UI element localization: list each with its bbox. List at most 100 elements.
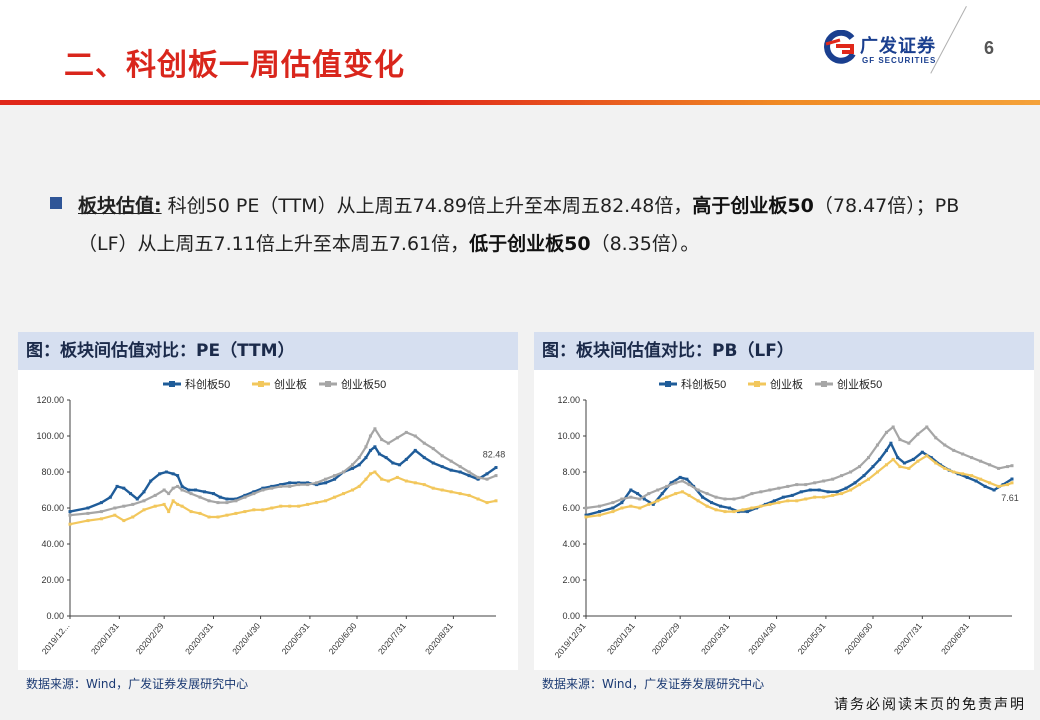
x-tick-label: 2020/6/30 [327,621,359,657]
data-point-kc50 [862,474,866,478]
data-point-cyb50 [467,470,471,474]
source-pb: 数据来源：Wind，广发证券发展研究中心 [542,677,765,691]
x-tick-label: 2020/1/31 [605,621,637,657]
x-tick-label: 2020/8/31 [423,621,455,657]
data-point-cyb50 [86,511,90,515]
data-point-cyb [849,488,853,492]
data-point-cyb [207,515,211,519]
data-point-kc50 [261,486,265,490]
data-point-kc50 [965,475,969,479]
data-point-cyb [395,475,399,479]
y-tick-label: 120.00 [36,395,64,405]
data-point-cyb50 [243,495,247,499]
y-tick-label: 4.00 [562,539,580,549]
chart-pb-container: 0.00 2.00 4.00 6.00 8.00 10.00 12.00 2019/12/31… [534,370,1034,670]
data-point-cyb [142,508,146,512]
data-point-kc50 [171,472,175,476]
data-point-kc50 [719,504,723,508]
data-point-cyb50 [485,477,489,481]
data-point-cyb50 [840,474,844,478]
y-tick-label: 8.00 [562,467,580,477]
data-point-cyb50 [373,427,377,431]
data-point-cyb [1010,481,1014,485]
data-point-cyb50 [395,436,399,440]
series-line-cyb50 [69,427,497,517]
data-point-kc50 [404,457,408,461]
data-point-cyb50 [68,513,72,517]
data-point-cyb50 [315,481,319,485]
data-point-cyb50 [1006,465,1010,469]
data-point-cyb [584,515,588,519]
data-point-cyb [180,504,184,508]
data-point-cyb50 [813,481,817,485]
data-point-cyb50 [324,477,328,481]
data-point-cyb50 [131,502,135,506]
data-point-kc50 [476,477,480,481]
x-tick-label: 2020/8/31 [939,621,971,657]
data-point-cyb50 [458,465,462,469]
data-point-kc50 [458,470,462,474]
data-point-kc50 [826,490,830,494]
bullet-text-2: （78.47倍）；PB（LF）从上周五7.11倍上升至本周五7.61倍， [78,195,960,255]
data-point-cyb [364,477,368,481]
data-point-cyb50 [795,483,799,487]
data-point-cyb50 [943,443,947,447]
data-point-cyb [952,470,956,474]
data-point-cyb50 [440,454,444,458]
data-point-cyb50 [768,488,772,492]
data-point-cyb [804,497,808,501]
data-point-cyb [705,504,709,508]
data-point-cyb [597,513,601,517]
bullet-text-3: （8.35倍）。 [590,233,700,255]
data-point-kc50 [669,481,673,485]
data-point-cyb50 [198,495,202,499]
data-point-cyb [656,499,660,503]
data-point-cyb50 [786,484,790,488]
data-point-kc50 [929,456,933,460]
x-tick-label: 2020/2/29 [134,621,166,657]
data-point-cyb50 [979,459,983,463]
data-point-cyb [261,508,265,512]
y-tick-label: 12.00 [557,395,580,405]
data-point-cyb50 [867,456,871,460]
data-point-cyb50 [404,430,408,434]
data-point-kc50 [884,448,888,452]
data-point-cyb50 [961,452,965,456]
data-point-cyb [252,508,256,512]
data-point-kc50 [853,481,857,485]
data-point-cyb [714,508,718,512]
y-tick-label: 20.00 [41,575,64,585]
data-point-cyb [759,504,763,508]
data-point-kc50 [727,506,731,510]
data-point-kc50 [315,483,319,487]
data-point-cyb50 [629,495,633,499]
data-point-kc50 [333,477,337,481]
x-tick-label: 2019/12/31 [553,621,588,660]
data-point-kc50 [194,488,198,492]
data-point-kc50 [243,493,247,497]
data-point-kc50 [584,513,588,517]
data-point-cyb50 [907,441,911,445]
data-point-kc50 [211,492,215,496]
y-tick-label: 100.00 [36,431,64,441]
chart-pb: 0.00 2.00 4.00 6.00 8.00 10.00 12.00 2019/12/31… [553,377,1019,660]
data-point-kc50 [288,481,292,485]
data-point-kc50 [701,495,705,499]
data-point-cyb [189,510,193,514]
data-point-kc50 [180,484,184,488]
data-point-cyb50 [342,470,346,474]
data-point-cyb50 [270,486,274,490]
data-point-cyb50 [831,477,835,481]
x-tick-label: 2020/7/31 [376,621,408,657]
gf-logo: 广发证券 GF SECURITIES [822,28,952,72]
data-point-kc50 [745,510,749,514]
data-point-kc50 [364,456,368,460]
data-point-cyb50 [898,438,902,442]
data-point-kc50 [781,495,785,499]
x-tick-label: 2020/6/30 [843,621,875,657]
data-point-cyb [1006,483,1010,487]
data-point-kc50 [983,484,987,488]
data-point-cyb [476,497,480,501]
data-point-cyb [380,477,384,481]
data-point-kc50 [642,497,646,501]
